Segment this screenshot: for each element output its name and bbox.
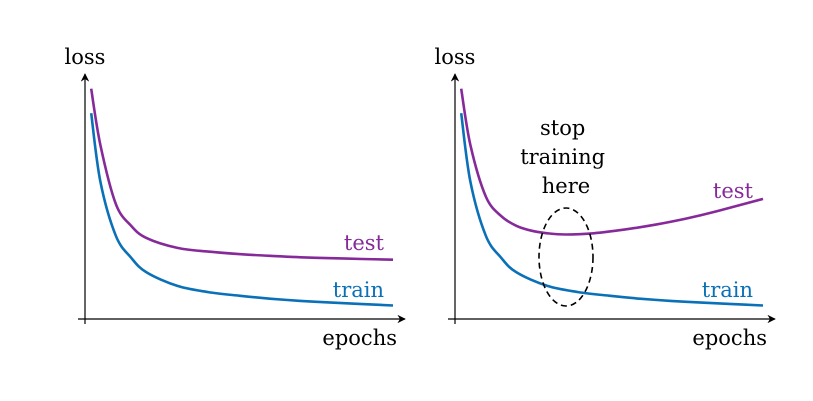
annotation-line-1: stop <box>540 116 585 140</box>
left-train-label: train <box>333 278 384 302</box>
right-y-axis-label: loss <box>435 45 476 69</box>
right-test-label: test <box>713 179 754 203</box>
left-test-label: test <box>344 231 385 255</box>
right-train-label: train <box>702 278 753 302</box>
stop-point-dashed-ellipse <box>538 207 594 307</box>
left-y-axis-label: loss <box>65 45 106 69</box>
right-chart-panel: loss epochs test train stop training her… <box>435 45 776 350</box>
right-x-axis-label: epochs <box>692 326 767 350</box>
left-chart-panel: loss epochs test train <box>65 45 406 350</box>
left-test-curve <box>89 88 394 261</box>
left-x-axis-label: epochs <box>322 326 397 350</box>
left-train-curve <box>89 113 394 307</box>
stop-training-annotation: stop training here <box>520 116 612 198</box>
annotation-line-3: here <box>542 174 590 198</box>
right-test-curve <box>459 88 764 236</box>
right-train-curve <box>459 113 764 307</box>
annotation-line-2: training <box>520 145 605 169</box>
